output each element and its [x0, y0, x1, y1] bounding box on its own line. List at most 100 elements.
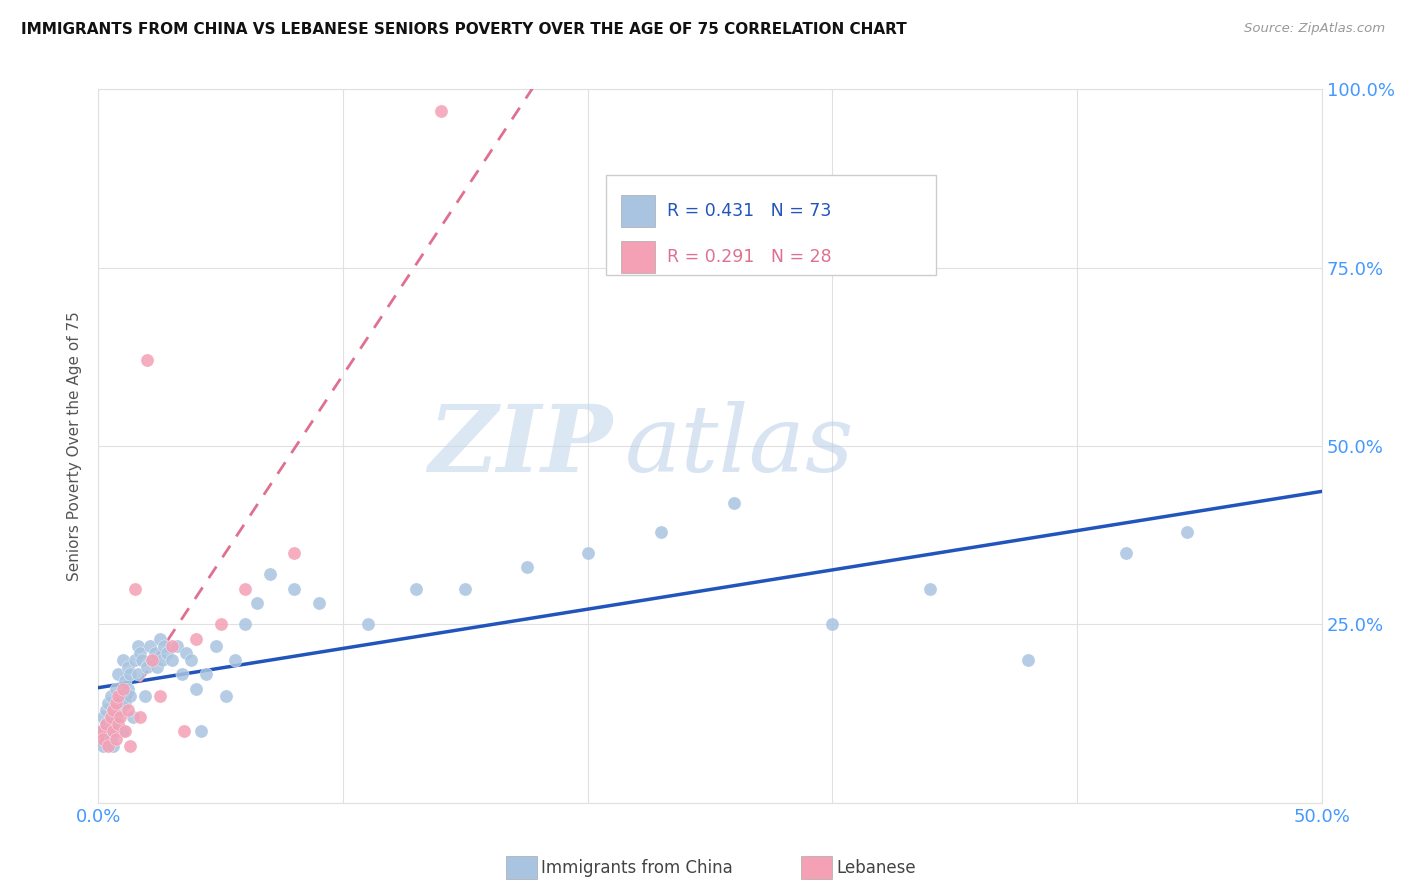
Point: [110, 689, 132, 703]
Text: Immigrants from China: Immigrants from China: [541, 859, 733, 877]
Text: ZIP: ZIP: [427, 401, 612, 491]
Point: [1175, 524, 1198, 539]
Point: [166, 639, 188, 653]
Point: [209, 617, 232, 632]
Point: [127, 667, 149, 681]
Text: R = 0.431   N = 73: R = 0.431 N = 73: [668, 202, 831, 219]
FancyBboxPatch shape: [620, 241, 655, 273]
Point: [134, 689, 156, 703]
Point: [430, 103, 453, 118]
Point: [117, 660, 139, 674]
Point: [121, 710, 143, 724]
Point: [94, 703, 117, 717]
Point: [283, 582, 305, 596]
Point: [173, 724, 195, 739]
Point: [515, 560, 537, 574]
Point: [170, 667, 193, 681]
Point: [120, 667, 142, 681]
Point: [129, 646, 152, 660]
Point: [101, 724, 124, 739]
Point: [180, 653, 202, 667]
Text: Lebanese: Lebanese: [837, 859, 917, 877]
Point: [94, 717, 117, 731]
Point: [120, 689, 142, 703]
Point: [120, 739, 142, 753]
Point: [97, 724, 120, 739]
Point: [176, 646, 198, 660]
Point: [100, 710, 122, 724]
Point: [190, 724, 212, 739]
Point: [650, 524, 672, 539]
Point: [117, 681, 139, 696]
Point: [153, 639, 176, 653]
Point: [283, 546, 305, 560]
Point: [94, 717, 117, 731]
Text: atlas: atlas: [624, 401, 853, 491]
Point: [186, 681, 208, 696]
Point: [139, 639, 162, 653]
Point: [821, 617, 844, 632]
Point: [100, 710, 122, 724]
Point: [195, 667, 218, 681]
Point: [124, 582, 146, 596]
Point: [104, 724, 127, 739]
Point: [233, 582, 256, 596]
Point: [246, 596, 269, 610]
Point: [107, 717, 129, 731]
FancyBboxPatch shape: [606, 175, 936, 275]
Point: [576, 546, 599, 560]
Point: [111, 653, 134, 667]
Point: [356, 617, 378, 632]
Point: [111, 681, 134, 696]
Point: [104, 710, 127, 724]
Point: [149, 689, 172, 703]
Point: [149, 632, 172, 646]
Point: [308, 596, 330, 610]
Point: [91, 739, 114, 753]
Point: [224, 653, 246, 667]
Point: [91, 731, 114, 746]
Point: [1115, 546, 1137, 560]
Point: [214, 689, 236, 703]
Point: [91, 710, 114, 724]
Point: [114, 724, 136, 739]
Text: R = 0.291   N = 28: R = 0.291 N = 28: [668, 248, 832, 266]
Text: IMMIGRANTS FROM CHINA VS LEBANESE SENIORS POVERTY OVER THE AGE OF 75 CORRELATION: IMMIGRANTS FROM CHINA VS LEBANESE SENIOR…: [21, 22, 907, 37]
Point: [454, 582, 477, 596]
Point: [127, 639, 149, 653]
Point: [104, 731, 127, 746]
Point: [117, 703, 139, 717]
Text: Source: ZipAtlas.com: Source: ZipAtlas.com: [1244, 22, 1385, 36]
Point: [100, 689, 122, 703]
Point: [107, 696, 129, 710]
Point: [136, 353, 159, 368]
Point: [141, 653, 163, 667]
Point: [146, 660, 169, 674]
Point: [114, 696, 136, 710]
Point: [129, 710, 152, 724]
Point: [90, 724, 112, 739]
Point: [150, 653, 173, 667]
Point: [920, 582, 942, 596]
Point: [101, 739, 124, 753]
Point: [101, 703, 124, 717]
Point: [104, 681, 127, 696]
Point: [160, 653, 183, 667]
Point: [723, 496, 745, 510]
Point: [111, 724, 134, 739]
Point: [114, 674, 136, 689]
Point: [90, 724, 112, 739]
Point: [107, 689, 129, 703]
Point: [1017, 653, 1039, 667]
Point: [405, 582, 427, 596]
Point: [107, 717, 129, 731]
Point: [101, 703, 124, 717]
Point: [101, 717, 124, 731]
Point: [156, 646, 179, 660]
Point: [100, 731, 122, 746]
Point: [136, 660, 159, 674]
FancyBboxPatch shape: [620, 194, 655, 227]
Point: [110, 703, 132, 717]
Point: [131, 653, 153, 667]
Point: [259, 567, 281, 582]
